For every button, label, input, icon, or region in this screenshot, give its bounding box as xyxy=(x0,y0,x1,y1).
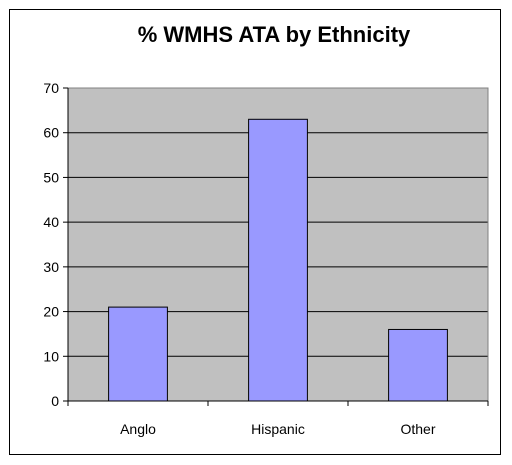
y-tick-label: 20 xyxy=(43,304,59,320)
bar-hispanic xyxy=(248,118,308,402)
y-tick-label: 40 xyxy=(43,214,59,230)
x-tick-label: Anglo xyxy=(120,421,156,437)
y-tick-label: 70 xyxy=(43,80,59,96)
chart-title: % WMHS ATA by Ethnicity xyxy=(138,22,411,47)
axes xyxy=(67,87,489,402)
x-tick-label: Hispanic xyxy=(251,421,305,437)
y-axis-ticks: 0 10 20 30 40 50 60 70 xyxy=(43,80,68,409)
bar-anglo xyxy=(108,306,168,402)
x-tick-label: Other xyxy=(400,421,435,437)
y-tick-label: 60 xyxy=(43,125,59,141)
y-tick-label: 10 xyxy=(43,348,59,364)
bar-other xyxy=(388,328,448,402)
x-axis-ticks: Anglo Hispanic Other xyxy=(67,401,489,437)
y-tick-label: 30 xyxy=(43,259,59,275)
y-tick-label: 0 xyxy=(51,393,59,409)
y-tick-label: 50 xyxy=(43,169,59,185)
